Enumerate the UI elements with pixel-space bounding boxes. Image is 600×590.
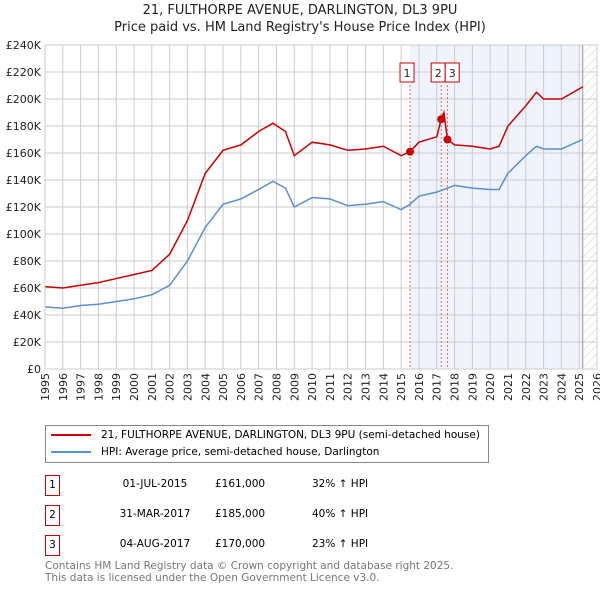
x-tick-label: 2000 [128, 373, 141, 401]
sale-date: 01-JUL-2015 [122, 478, 188, 490]
legend: 21, FULTHORPE AVENUE, DARLINGTON, DL3 9P… [45, 425, 489, 463]
sale-label: 1 [404, 67, 411, 80]
y-tick-label: £20K [13, 336, 42, 349]
x-tick-label: 2014 [377, 373, 390, 401]
y-tick-label: £60K [13, 282, 42, 295]
hpi-line [44, 138, 584, 310]
sale-marker-box: 2 [45, 505, 60, 526]
legend-label-property: 21, FULTHORPE AVENUE, DARLINGTON, DL3 9P… [101, 429, 480, 441]
sale-label-box [399, 62, 415, 83]
sale-label-box [444, 62, 460, 83]
x-tick-label: 2025 [573, 373, 586, 401]
x-tick-label: 2017 [431, 373, 444, 401]
plot-area: 1995 1996 1997 1998 1999 2000 2001 2002 2003 2004… [6, 39, 600, 401]
sale-label: 2 [435, 67, 442, 80]
x-tick-label: 2016 [413, 373, 426, 401]
x-tick-label: 2015 [395, 373, 408, 401]
x-tick-label: 2004 [199, 373, 212, 401]
x-tick-label: 2011 [324, 373, 337, 401]
sale-price: £185,000 [215, 508, 266, 520]
x-tick-label: 2022 [520, 373, 533, 401]
footer-line-2: This data is licensed under the Open Gov… [45, 572, 380, 584]
x-tick-label: 2018 [449, 373, 462, 401]
x-tick-label: 1995 [39, 373, 52, 401]
sale-hpi: 23% ↑ HPI [312, 538, 369, 550]
x-tick-label: 2019 [466, 373, 479, 401]
y-tick-label: £80K [13, 255, 42, 268]
x-tick-label: 2010 [306, 373, 319, 401]
x-tick-label: 1996 [57, 373, 70, 401]
x-tick-label: 1998 [92, 373, 105, 401]
y-tick-label: £160K [6, 147, 42, 160]
x-tick-label: 2026 [591, 373, 600, 401]
legend-swatch-property [51, 434, 91, 436]
y-tick-label: £140K [6, 174, 42, 187]
legend-swatch-hpi [51, 451, 91, 453]
sale-label: 3 [449, 67, 456, 80]
sale-hpi: 32% ↑ HPI [312, 478, 369, 490]
sale-date: 04-AUG-2017 [119, 538, 191, 550]
y-tick-label: £240K [6, 39, 42, 52]
x-tick-label: 2021 [502, 373, 515, 401]
sale-marker-box: 1 [45, 475, 60, 496]
sale-marker-box: 3 [45, 535, 60, 556]
y-tick-label: £40K [13, 309, 42, 322]
x-tick-label: 2024 [555, 373, 568, 401]
sale-row: 1 01-JUL-2015 £161,000 32% ↑ HPI [45, 475, 465, 497]
y-tick-label: £100K [6, 228, 42, 241]
x-tick-label: 2012 [342, 373, 355, 401]
y-tick-label: £220K [6, 66, 42, 79]
sale-hpi: 40% ↑ HPI [312, 508, 369, 520]
x-tick-label: 1999 [110, 373, 123, 401]
sale-date: 31-MAR-2017 [119, 508, 191, 520]
chart-title: 21, FULTHORPE AVENUE, DARLINGTON, DL3 9P… [142, 3, 458, 18]
sale-row: 2 31-MAR-2017 £185,000 40% ↑ HPI [45, 505, 465, 527]
x-tick-label: 1997 [75, 373, 88, 401]
sale-row: 3 04-AUG-2017 £170,000 23% ↑ HPI [45, 535, 465, 557]
sale-price: £170,000 [215, 538, 266, 550]
x-tick-label: 2006 [235, 373, 248, 401]
sale-point [443, 135, 452, 144]
x-tick-label: 2007 [253, 373, 266, 401]
x-tick-label: 2002 [164, 373, 177, 401]
plot-frame [44, 44, 598, 370]
x-tick-label: 2008 [270, 373, 283, 401]
y-tick-label: £0 [27, 363, 41, 376]
sale-point [437, 115, 446, 124]
x-tick-label: 2020 [484, 373, 497, 401]
x-tick-label: 2013 [360, 373, 373, 401]
x-tick-label: 2023 [538, 373, 551, 401]
x-tick-label: 2009 [288, 373, 301, 401]
x-tick-label: 2001 [146, 373, 159, 401]
x-tick-label: 2003 [181, 373, 194, 401]
x-tick-label: 2005 [217, 373, 230, 401]
y-tick-label: £200K [6, 93, 42, 106]
y-tick-label: £120K [6, 201, 42, 214]
property-line [44, 86, 584, 289]
sale-point [406, 147, 415, 156]
sale-price: £161,000 [215, 478, 266, 490]
footer: Contains HM Land Registry data © Crown c… [45, 560, 453, 584]
y-tick-label: £180K [6, 120, 42, 133]
legend-label-hpi: HPI: Average price, semi-detached house,… [101, 446, 380, 458]
footer-line-1: Contains HM Land Registry data © Crown c… [45, 560, 454, 572]
chart-subtitle: Price paid vs. HM Land Registry's House … [114, 20, 486, 35]
